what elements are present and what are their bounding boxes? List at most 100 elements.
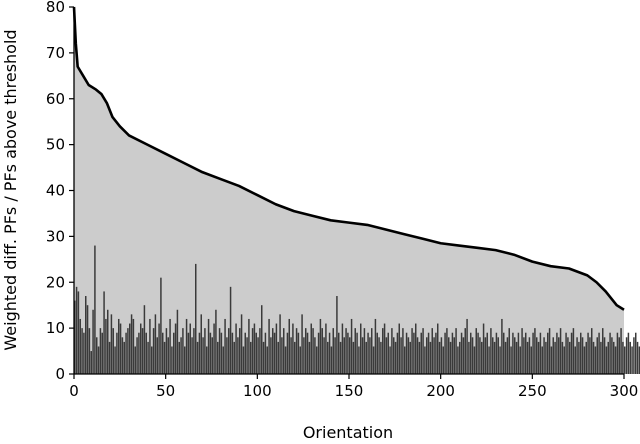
bar	[543, 337, 545, 374]
bar	[426, 337, 428, 374]
bar	[508, 328, 510, 375]
bar	[541, 346, 543, 374]
bar	[387, 332, 389, 374]
x-tick-label: 100	[243, 382, 272, 400]
bar	[627, 332, 630, 374]
bar	[81, 328, 83, 375]
bar	[460, 332, 463, 374]
bar	[607, 341, 609, 374]
bar	[374, 318, 377, 374]
bar	[77, 291, 80, 374]
bar	[283, 328, 285, 375]
bar	[620, 328, 622, 375]
bar	[462, 337, 465, 374]
bar	[136, 337, 138, 374]
bar	[156, 337, 158, 374]
bar	[495, 332, 498, 374]
bar	[475, 328, 477, 375]
bar	[266, 346, 268, 374]
bar	[259, 328, 261, 375]
bar	[105, 318, 107, 374]
bar	[530, 346, 532, 374]
bar	[539, 332, 542, 374]
bar	[178, 341, 180, 374]
bar	[250, 341, 252, 374]
bar	[86, 305, 89, 374]
bar	[409, 341, 411, 374]
bar	[477, 332, 479, 374]
bar	[158, 323, 160, 374]
bar	[444, 332, 446, 374]
bar	[569, 341, 571, 374]
bar	[180, 337, 182, 374]
bar	[165, 328, 168, 375]
bar	[565, 332, 567, 374]
bar	[596, 337, 598, 374]
bar	[369, 337, 371, 374]
bar	[90, 351, 92, 374]
bar	[493, 341, 496, 374]
bar	[281, 337, 283, 374]
bar	[306, 332, 309, 374]
bar	[75, 286, 78, 374]
bar	[416, 337, 419, 374]
bar	[171, 346, 173, 374]
bar	[328, 332, 331, 374]
bar	[92, 309, 94, 374]
bar	[246, 337, 248, 374]
bar	[167, 337, 169, 374]
bar	[404, 346, 406, 374]
bar	[360, 323, 362, 374]
bar	[402, 328, 404, 375]
bar	[147, 341, 149, 374]
bar	[118, 318, 120, 374]
bar	[442, 346, 444, 374]
bar	[154, 314, 157, 374]
y-tick-label: 70	[46, 44, 65, 62]
bar	[545, 341, 547, 374]
bar	[598, 332, 600, 374]
bar	[338, 332, 340, 374]
bar	[119, 323, 122, 374]
bar	[354, 328, 356, 375]
y-tick-label: 50	[46, 136, 65, 154]
bar	[510, 346, 512, 374]
bar	[275, 323, 278, 374]
bar	[589, 337, 591, 374]
bar	[372, 346, 375, 374]
bar	[261, 305, 263, 374]
bar	[554, 341, 556, 374]
bar	[132, 318, 135, 374]
bar	[273, 332, 276, 374]
bar	[198, 332, 201, 374]
x-tick-label: 200	[426, 382, 455, 400]
bar	[503, 332, 505, 374]
axes-layer: 0 10 20 30 40 50 60 70 80 0 50 100 150 200 250 300	[46, 0, 638, 400]
y-tick-label: 10	[46, 319, 65, 337]
bar	[248, 318, 250, 374]
bar	[140, 323, 142, 374]
bar	[272, 328, 274, 375]
bar	[506, 337, 509, 374]
bar	[629, 341, 631, 374]
bar	[101, 332, 103, 374]
bar	[391, 328, 393, 375]
bar	[325, 323, 327, 374]
bar	[187, 332, 190, 374]
bar	[625, 337, 628, 374]
bar	[603, 337, 606, 374]
bar	[129, 323, 131, 374]
bar	[149, 318, 151, 374]
bar	[262, 341, 265, 374]
y-tick-label: 60	[46, 90, 65, 108]
bar	[341, 323, 344, 374]
bar	[294, 341, 296, 374]
bar	[371, 328, 373, 375]
bar	[151, 346, 153, 374]
bar	[470, 332, 472, 374]
bar	[303, 337, 305, 374]
bar	[528, 337, 531, 374]
bar	[226, 337, 228, 374]
area-layer	[74, 7, 624, 374]
x-tick-label: 150	[335, 382, 364, 400]
